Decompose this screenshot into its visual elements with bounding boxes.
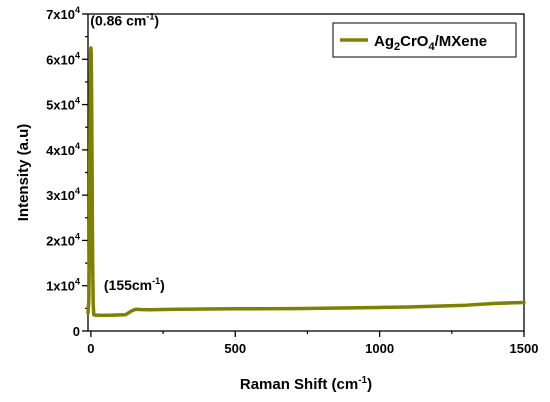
legend: Ag2CrO4/MXene <box>332 22 517 58</box>
axis-labels: Raman Shift (cm-1) Intensity (a.u) <box>15 124 372 393</box>
y-tick-label-0: 0 <box>73 324 80 339</box>
annotation-peak-155: (155cm-1) <box>104 276 165 293</box>
y-tick-label-2: 2x104 <box>46 231 80 248</box>
y-tick-label-4: 4x104 <box>46 141 80 158</box>
x-tick-label-2: 1000 <box>365 341 394 356</box>
x-axis-label: Raman Shift (cm-1) <box>240 375 372 393</box>
x-tick-label-3: 1500 <box>510 341 539 356</box>
series-line-0 <box>86 46 526 318</box>
y-tick-label-6: 6x104 <box>46 50 80 67</box>
y-tick-label-1: 1x104 <box>46 277 80 294</box>
tick-labels: 0 500 1000 1500 0 1x104 2x104 3x104 4x104 5x104 6x… <box>46 5 538 356</box>
series-lines <box>86 46 526 318</box>
annotation-peak-0-86: (0.86 cm-1) <box>90 11 159 28</box>
annotations: (0.86 cm-1) (155cm-1) <box>90 11 165 293</box>
legend-label: Ag2CrO4/MXene <box>374 33 487 53</box>
x-tick-label-1: 500 <box>224 341 246 356</box>
y-tick-label-7: 7x104 <box>46 5 80 22</box>
y-axis-label: Intensity (a.u) <box>15 124 32 222</box>
x-tick-label-0: 0 <box>87 341 94 356</box>
y-tick-label-5: 5x104 <box>46 96 80 113</box>
y-tick-label-3: 3x104 <box>46 186 80 203</box>
